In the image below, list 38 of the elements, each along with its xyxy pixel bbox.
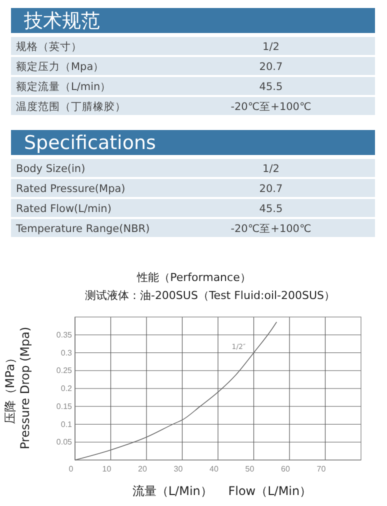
y-tick-label: 0.15	[56, 402, 73, 411]
text: Body Size(in)	[16, 163, 86, 175]
text: 额定压力（Mpa）	[16, 60, 104, 73]
text: Specifications	[24, 132, 156, 154]
text: Temperature Range(NBR)	[15, 223, 150, 235]
text: -20℃至+100℃	[230, 223, 312, 235]
x-tick-label: 70	[316, 464, 326, 474]
x-tick-label: 30	[174, 464, 184, 474]
text: Rated Flow(L/min)	[16, 203, 112, 215]
text: 规格（英寸）	[16, 40, 82, 53]
text: 1/2	[262, 41, 280, 53]
x-tick-label: 40	[210, 464, 219, 474]
text: 20.7	[259, 183, 283, 195]
text: 1/2	[262, 163, 280, 175]
text: 额定流量（L/min）	[16, 80, 112, 93]
text: 45.5	[259, 203, 283, 215]
x-tick-label: 50	[245, 464, 255, 474]
x-tick-label: 60	[281, 464, 290, 474]
y-tick-label: 0.1	[60, 420, 73, 429]
y-tick-label: 0.35	[56, 330, 73, 340]
text: 45.5	[259, 81, 283, 93]
text: 20.7	[259, 61, 283, 73]
chart-subtitle: 测试液体：油-200SUS（Test Fluid:oil-200SUS）	[84, 289, 336, 302]
line-series	[74, 322, 278, 460]
text: -20℃至+100℃	[230, 101, 312, 113]
y-tick-label: 0.05	[56, 438, 73, 447]
text: 温度范围（丁腈橡胶）	[16, 100, 126, 113]
x-tick-label: 20	[138, 464, 148, 474]
text: 技术规范	[23, 10, 100, 32]
y-axis-title: 压降（MPa） Pressure Drop (Mpa)	[3, 326, 32, 450]
chart-title: 性能（Performance）	[136, 271, 251, 284]
y-tick-label: 0.3	[60, 348, 73, 358]
x-tick-label: 0	[68, 464, 74, 474]
y-tick-label: 0.2	[60, 384, 73, 394]
text: Rated Pressure(Mpa)	[16, 183, 126, 195]
x-axis-title: 流量（L/Min） Flow（L/Min）	[132, 484, 312, 498]
x-tick-label: 10	[102, 464, 112, 474]
y-tick-label: 0.25	[56, 366, 73, 376]
